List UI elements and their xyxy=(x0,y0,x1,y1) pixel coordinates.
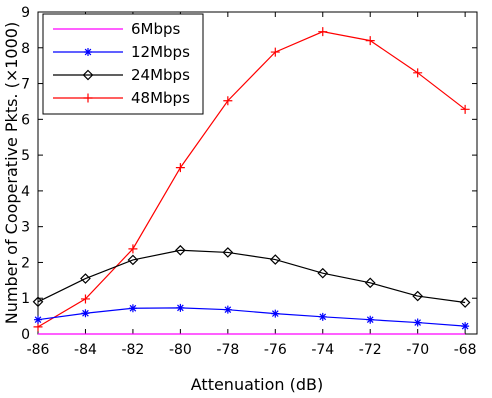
data-point-12mbps xyxy=(461,322,470,331)
data-point-48mbps xyxy=(460,104,470,114)
y-tick-label: 5 xyxy=(21,148,30,164)
data-point-48mbps xyxy=(175,163,185,173)
x-tick-label: -84 xyxy=(74,342,97,358)
x-axis-label: Attenuation (dB) xyxy=(191,375,324,394)
series-48mbps xyxy=(33,27,470,332)
data-point-48mbps xyxy=(413,68,423,78)
data-point-24mbps xyxy=(269,254,281,265)
y-tick-label: 2 xyxy=(21,255,30,271)
tick-labels: -86 -84 -82 -80 -78 -76 -74 -72 -70 -68 0 1 2 3 4 5 6 7 8 9 xyxy=(21,5,476,358)
y-tick-label: 0 xyxy=(21,327,30,343)
x-tick-label: -74 xyxy=(311,342,334,358)
legend-box xyxy=(42,13,204,115)
legend-marker xyxy=(82,69,94,81)
legend-marker xyxy=(83,93,93,103)
x-tick-label: -78 xyxy=(216,342,239,358)
data-point-12mbps xyxy=(366,315,375,324)
data-point-12mbps xyxy=(271,309,280,318)
data-point-48mbps xyxy=(270,47,280,57)
data-point-24mbps xyxy=(175,244,186,256)
data-point-48mbps xyxy=(223,96,233,106)
series-line-24mbps xyxy=(37,249,466,304)
series-line-48mbps xyxy=(37,31,466,328)
series-12mbps xyxy=(34,303,470,331)
data-point-12mbps xyxy=(34,315,42,324)
legend-marker xyxy=(84,48,92,56)
x-tick-label: -80 xyxy=(169,342,192,358)
data-point-48mbps xyxy=(128,244,138,254)
y-tick-label: 3 xyxy=(21,220,30,236)
y-tick-label: 4 xyxy=(21,184,30,200)
data-point-12mbps xyxy=(81,309,90,318)
data-point-12mbps xyxy=(223,305,232,314)
x-tick-label: -70 xyxy=(406,342,429,358)
legend-label: 48Mbps xyxy=(131,89,190,107)
data-point-24mbps xyxy=(80,273,91,284)
series-layer xyxy=(32,27,471,335)
legend: 6Mbps 12Mbps 24Mbps 48Mbps xyxy=(42,13,204,115)
data-point-24mbps xyxy=(412,290,424,302)
data-point-48mbps xyxy=(365,36,375,46)
data-point-24mbps xyxy=(127,254,139,266)
data-point-48mbps xyxy=(318,27,328,37)
legend-label: 24Mbps xyxy=(131,66,190,84)
data-point-48mbps xyxy=(80,294,90,304)
x-tick-label: -86 xyxy=(27,342,50,358)
data-point-12mbps xyxy=(176,303,185,312)
x-tick-label: -76 xyxy=(264,342,287,358)
x-tick-label: -72 xyxy=(359,342,382,358)
legend-entry-48mbps: 48Mbps xyxy=(53,89,190,107)
y-tick-label: 6 xyxy=(21,112,30,128)
data-point-24mbps xyxy=(317,267,329,279)
y-tick-label: 8 xyxy=(21,41,30,57)
legend-label: 6Mbps xyxy=(131,20,181,38)
y-axis-label: Number of Cooperative Pkts. (×1000) xyxy=(2,22,21,324)
y-tick-label: 1 xyxy=(21,291,30,307)
data-point-12mbps xyxy=(128,304,137,313)
data-point-24mbps xyxy=(222,247,234,258)
y-tick-label: 7 xyxy=(21,77,30,93)
data-point-24mbps xyxy=(459,297,471,308)
series-24mbps xyxy=(32,244,471,308)
data-point-24mbps xyxy=(32,296,44,308)
x-tick-label: -68 xyxy=(454,342,477,358)
data-point-12mbps xyxy=(413,318,422,327)
y-tick-label: 9 xyxy=(21,5,30,21)
data-point-48mbps xyxy=(33,322,43,332)
legend-entry-12mbps: 12Mbps xyxy=(53,43,190,61)
data-point-24mbps xyxy=(364,277,376,289)
series-line-12mbps xyxy=(37,307,466,327)
x-tick-label: -82 xyxy=(121,342,144,358)
data-point-12mbps xyxy=(318,312,327,321)
legend-entry-24mbps: 24Mbps xyxy=(53,66,190,84)
legend-label: 12Mbps xyxy=(131,43,190,61)
legend-entry-6mbps: 6Mbps xyxy=(53,20,181,38)
plot-area xyxy=(32,11,478,335)
